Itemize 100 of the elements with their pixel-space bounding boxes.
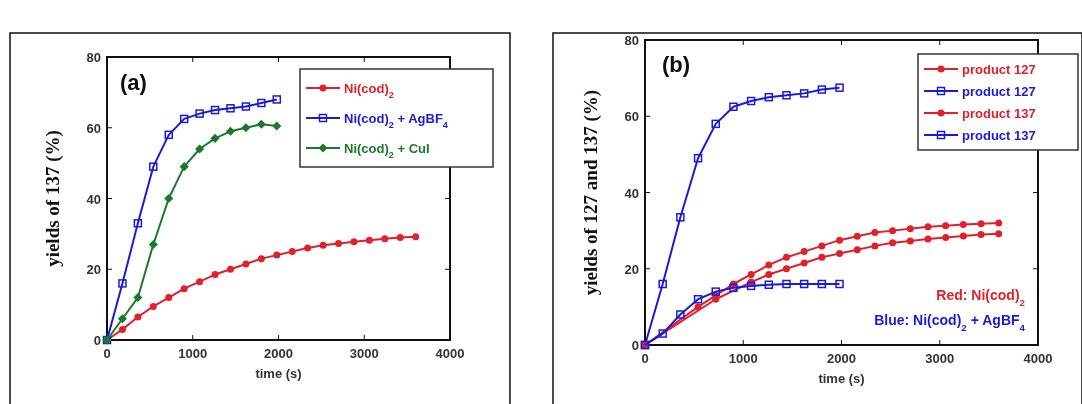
point [179, 114, 189, 124]
annotation: Blue: Ni(cod)$_{2}$ + AgBF$_{4}$ [874, 312, 1026, 333]
point [118, 325, 126, 333]
point [241, 102, 251, 111]
point [164, 193, 174, 204]
x-tick-label: 4000 [1023, 351, 1053, 366]
point [729, 283, 738, 293]
point [818, 253, 826, 261]
point [149, 162, 158, 171]
y-tick-label: 80 [86, 50, 101, 65]
y-tick-label: 20 [86, 262, 101, 278]
y-tick-label: 40 [86, 191, 101, 207]
x-axis-title: time (s) [818, 371, 865, 386]
point [782, 253, 790, 261]
point [165, 294, 173, 302]
point [195, 109, 204, 118]
point [693, 295, 703, 304]
point [210, 133, 220, 143]
point [746, 281, 756, 291]
point [977, 220, 985, 228]
y-axis-title: yields of 137 (%) [42, 130, 64, 267]
point [226, 265, 234, 273]
point [817, 279, 827, 289]
point [729, 102, 738, 111]
point [396, 233, 404, 241]
point [765, 261, 773, 269]
point [133, 219, 143, 228]
x-tick-label: 1000 [178, 346, 208, 361]
point [853, 232, 861, 240]
point [959, 232, 967, 240]
x-tick-label: 0 [103, 346, 111, 361]
point [118, 279, 127, 288]
point [179, 162, 189, 172]
point [164, 130, 173, 140]
point [765, 270, 773, 278]
point [257, 98, 266, 108]
y-axis-title: yields of 127 and 137 (%) [580, 89, 602, 296]
point [288, 248, 296, 256]
point [835, 83, 844, 92]
point [800, 259, 808, 267]
y-tick-label: 60 [86, 120, 101, 136]
point [924, 223, 932, 231]
point [211, 271, 219, 279]
point [995, 230, 1003, 238]
point [149, 302, 157, 310]
point [836, 236, 844, 244]
point [196, 278, 204, 286]
point [180, 285, 188, 293]
point [694, 303, 702, 311]
point [676, 213, 685, 222]
x-tick-label: 4000 [435, 346, 465, 361]
point [906, 237, 914, 245]
legend-label: product 127 [962, 62, 1036, 77]
point [225, 126, 236, 136]
legend-label: product 137 [962, 128, 1036, 143]
point [658, 329, 667, 338]
x-axis-title: time (s) [255, 366, 302, 381]
legend-label: Ni(cod)$_{2}$ + AgBF$_{4}$ [344, 111, 449, 130]
y-tick-label: 20 [624, 261, 639, 277]
point [977, 230, 985, 238]
point [871, 242, 879, 250]
point [817, 85, 827, 94]
point [942, 233, 950, 241]
point [241, 123, 251, 133]
y-tick-label: 0 [93, 333, 101, 348]
point [117, 314, 127, 324]
point [257, 255, 265, 263]
point [195, 144, 205, 154]
point [134, 313, 142, 321]
point [782, 91, 791, 100]
point [304, 244, 312, 252]
point [800, 248, 808, 256]
point [365, 236, 373, 244]
point [853, 246, 861, 254]
point [226, 104, 235, 113]
point [782, 279, 791, 289]
point [676, 310, 685, 319]
point [782, 265, 790, 273]
point [133, 293, 143, 303]
x-tick-label: 0 [641, 351, 649, 366]
y-tick-label: 40 [624, 185, 639, 201]
point [747, 270, 755, 278]
point [350, 238, 358, 246]
point [148, 239, 158, 250]
point [959, 221, 967, 229]
point [924, 235, 932, 243]
point [319, 241, 327, 249]
point [256, 119, 266, 129]
point [889, 239, 897, 247]
point [272, 95, 282, 104]
point [835, 279, 844, 289]
point [381, 235, 389, 243]
y-tick-label: 80 [624, 33, 639, 48]
point [836, 250, 844, 257]
point [799, 89, 809, 98]
point [906, 225, 914, 233]
point [889, 227, 897, 235]
annotation: (a) [120, 70, 147, 95]
point [412, 233, 420, 241]
point [658, 279, 667, 289]
